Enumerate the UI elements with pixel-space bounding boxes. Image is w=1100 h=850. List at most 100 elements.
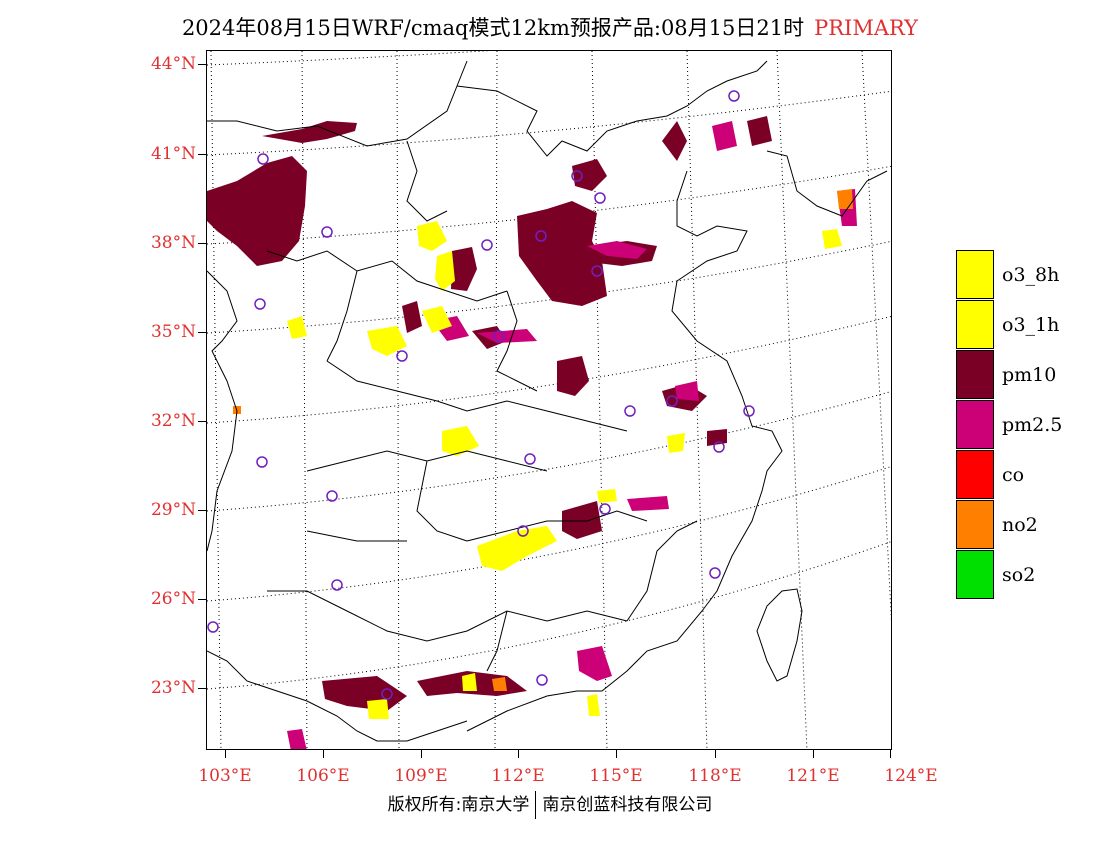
taiwan-island bbox=[756, 588, 803, 682]
legend-label: pm2.5 bbox=[1002, 414, 1063, 436]
lat-tick bbox=[198, 154, 206, 155]
pm10-area bbox=[517, 201, 607, 306]
legend-swatch bbox=[956, 450, 994, 499]
city-marker bbox=[254, 298, 266, 310]
no2-area bbox=[837, 189, 853, 209]
city-marker bbox=[535, 230, 547, 242]
parallel-23 bbox=[207, 541, 891, 690]
o3-area bbox=[435, 251, 455, 291]
lat-label-35: 35°N bbox=[150, 322, 196, 342]
pm10-area bbox=[662, 121, 687, 161]
meridian-118 bbox=[686, 51, 708, 749]
legend-label: so2 bbox=[1002, 564, 1036, 586]
pm10-area bbox=[262, 121, 357, 143]
legend-label: pm10 bbox=[1002, 364, 1057, 386]
title-tag: PRIMARY bbox=[814, 16, 919, 40]
map-panel[interactable] bbox=[206, 50, 892, 750]
pm25-area bbox=[587, 241, 647, 259]
lon-tick bbox=[616, 750, 617, 758]
map-canvas bbox=[207, 51, 891, 749]
city-marker bbox=[331, 579, 343, 591]
lat-label-38: 38°N bbox=[150, 233, 196, 253]
pm10-area bbox=[322, 676, 407, 711]
southern-boundary bbox=[207, 650, 468, 742]
copyright-left: 版权所有:南京大学 bbox=[387, 795, 530, 815]
lon-tick bbox=[225, 750, 226, 758]
lon-label-112: 112°E bbox=[491, 766, 545, 786]
pm10-area bbox=[707, 429, 727, 446]
city-marker bbox=[256, 456, 268, 468]
legend-label: no2 bbox=[1002, 514, 1038, 536]
lon-tick bbox=[518, 750, 519, 758]
o3-area bbox=[422, 306, 452, 333]
lon-label-103: 103°E bbox=[198, 766, 252, 786]
city-marker bbox=[666, 395, 678, 407]
pm25-area bbox=[577, 646, 612, 681]
o3-area bbox=[587, 694, 600, 716]
city-marker bbox=[536, 674, 548, 686]
o3-areas bbox=[287, 221, 842, 719]
lat-label-44: 44°N bbox=[150, 54, 196, 74]
no2-areas bbox=[233, 189, 853, 691]
bohai-coast bbox=[466, 170, 783, 732]
northeast-coast bbox=[766, 150, 888, 217]
o3-area bbox=[367, 326, 407, 356]
legend-swatch bbox=[956, 500, 994, 549]
pm25-area bbox=[627, 496, 669, 511]
lat-tick bbox=[198, 421, 206, 422]
lat-tick bbox=[198, 688, 206, 689]
o3-area bbox=[597, 489, 617, 503]
city-marker bbox=[493, 330, 505, 342]
city-marker bbox=[591, 265, 603, 277]
city-marker bbox=[728, 90, 740, 102]
city-marker bbox=[257, 153, 269, 165]
lat-label-41: 41°N bbox=[150, 144, 196, 164]
lon-label-124: 124°E bbox=[884, 766, 938, 786]
no2-area bbox=[492, 677, 507, 691]
city-marker bbox=[207, 621, 219, 633]
legend-label: o3_8h bbox=[1002, 264, 1060, 286]
city-marker bbox=[326, 490, 338, 502]
graticule bbox=[207, 51, 891, 749]
legend-swatch bbox=[956, 350, 994, 399]
lon-label-118: 118°E bbox=[688, 766, 742, 786]
city-marker bbox=[571, 170, 583, 182]
o3-area bbox=[477, 526, 557, 571]
o3-area bbox=[667, 433, 685, 453]
o3-area bbox=[287, 316, 307, 339]
pm10-area bbox=[747, 116, 772, 146]
lat-tick bbox=[198, 332, 206, 333]
lon-tick bbox=[890, 750, 891, 758]
copyright-footer: 版权所有:南京大学 南京创蓝科技有限公司 bbox=[0, 790, 1100, 819]
meridian-121 bbox=[776, 51, 808, 749]
legend-swatch bbox=[956, 550, 994, 599]
title-text: 2024年08月15日WRF/cmaq模式12km预报产品:08月15日21时 bbox=[181, 16, 805, 40]
parallel-29 bbox=[207, 391, 891, 512]
lat-tick bbox=[198, 599, 206, 600]
lon-label-106: 106°E bbox=[296, 766, 350, 786]
city-marker bbox=[481, 239, 493, 251]
legend-swatch bbox=[956, 400, 994, 449]
province-line bbox=[266, 140, 698, 672]
city-marker bbox=[709, 567, 721, 579]
lon-label-115: 115°E bbox=[589, 766, 643, 786]
pm25-area bbox=[477, 329, 537, 343]
pm10-area bbox=[562, 501, 602, 539]
parallel-44 bbox=[207, 51, 493, 66]
lat-tick bbox=[198, 510, 206, 511]
o3-area bbox=[822, 229, 842, 249]
lat-tick bbox=[198, 243, 206, 244]
meridian-109 bbox=[396, 51, 400, 749]
pm10-area bbox=[451, 247, 477, 291]
pm25-area bbox=[287, 729, 307, 749]
city-marker bbox=[396, 350, 408, 362]
pm10-area bbox=[557, 356, 589, 396]
city-marker bbox=[517, 525, 529, 537]
legend-swatch bbox=[956, 250, 994, 299]
boundaries bbox=[207, 60, 888, 742]
lon-tick bbox=[715, 750, 716, 758]
lat-label-23: 23°N bbox=[150, 678, 196, 698]
lon-tick bbox=[421, 750, 422, 758]
parallel-38 bbox=[207, 165, 891, 245]
lon-label-121: 121°E bbox=[786, 766, 840, 786]
